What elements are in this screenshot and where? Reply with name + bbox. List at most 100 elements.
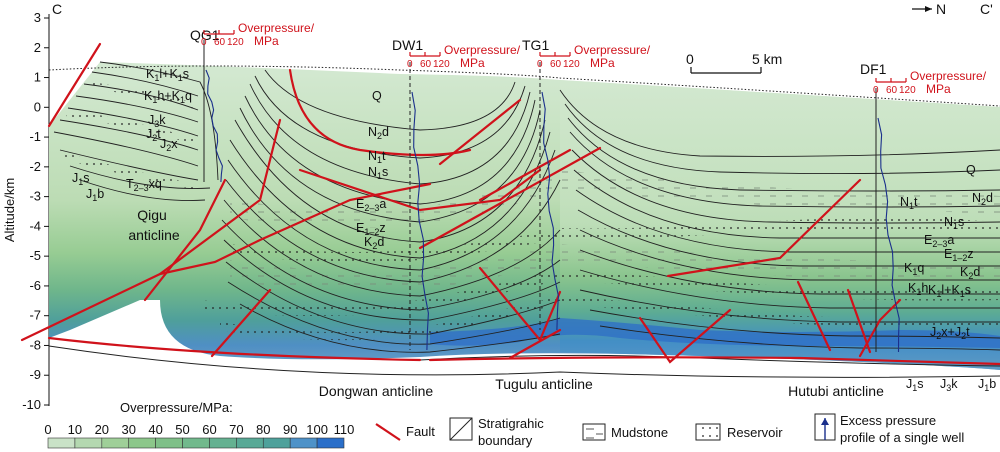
stratum-label: E2–3a	[924, 233, 954, 249]
right-strata	[559, 89, 1000, 351]
reservoir-band-1	[230, 218, 1000, 262]
stratum-label: N2d	[368, 125, 389, 141]
well-scale-tick: 120	[563, 59, 580, 70]
stratum-label: J2t	[146, 127, 161, 143]
stratum-label: J3k	[148, 113, 166, 129]
y-tick-label: 2	[34, 40, 41, 55]
color-swatch	[128, 437, 156, 449]
stratum-label: T2–3xq	[126, 177, 162, 193]
stratum-label: J1s	[906, 377, 924, 393]
color-swatch	[316, 437, 345, 449]
color-swatch	[289, 437, 318, 449]
well-unit: Overpressure/	[238, 21, 315, 35]
well-scale-tick: 120	[433, 59, 450, 70]
well-unit: Overpressure/	[910, 69, 987, 83]
stratum-label: K2d	[364, 235, 384, 251]
dongwan-anticline-label: Dongwan anticline	[319, 383, 434, 399]
legend-tick-label: 90	[283, 422, 297, 437]
stratum-label: E2–3a	[356, 197, 386, 213]
stratum-label: K1l+K1s	[146, 67, 189, 83]
stratum-label: N1t	[368, 149, 386, 165]
well-name: TG1	[522, 37, 549, 53]
well-scale-tick: 120	[899, 85, 916, 96]
y-tick-label: -9	[29, 367, 41, 382]
north-arrow-label: N	[936, 1, 946, 17]
stratum-label: Q	[966, 163, 976, 177]
scale-bar: 0 5 km	[686, 51, 782, 74]
well-unit-mpa: MPa	[926, 82, 951, 96]
tugulu-anticline-label: Tugulu anticline	[495, 376, 593, 392]
stratum-label: N2d	[972, 191, 993, 207]
well-name: DF1	[860, 61, 887, 77]
legend-reservoir: Reservoir	[695, 423, 783, 441]
y-tick-label: -6	[29, 278, 41, 293]
stratum-label: J1s	[72, 171, 90, 187]
geologic-section	[48, 61, 1000, 378]
well-unit-mpa: MPa	[460, 56, 485, 70]
reservoir-band-2	[200, 270, 1000, 316]
altitude-axis-title: Altitude/km	[2, 178, 17, 242]
legend-tick-label: 0	[44, 422, 51, 437]
y-tick-label: -4	[29, 218, 41, 233]
y-tick-label: -3	[29, 189, 41, 204]
color-swatch	[101, 437, 130, 449]
y-tick-label: -7	[29, 308, 41, 323]
scale-five-km: 5 km	[752, 51, 782, 67]
y-tick-label: -8	[29, 337, 41, 352]
color-swatch	[262, 437, 291, 449]
basement-lower	[48, 345, 1000, 378]
stratum-label: K1h+K1q	[144, 89, 192, 105]
well-unit-mpa: MPa	[254, 34, 279, 48]
legend-boundary-label: Stratigrahic boundary	[478, 416, 547, 448]
legend-profile: Excess pressure profile of a single well	[814, 413, 964, 445]
reservoir-band-3	[220, 296, 1000, 341]
well-tg1: TG1 0 60 120 Overpressure/MPa	[522, 37, 651, 331]
qigu-strata	[53, 61, 219, 202]
well-df1: DF1 0 60 120 Overpressure/MPa	[860, 61, 987, 353]
overpressure-color-scale	[47, 437, 345, 449]
legend: Overpressure/MPa: 0 10 20 30 40 50 60 70 80 90 100…	[44, 400, 964, 449]
well-scale-tick: 120	[227, 37, 244, 48]
well-name: QG1	[190, 27, 220, 43]
color-swatch	[47, 437, 76, 449]
color-swatch	[209, 437, 237, 449]
legend-tick-label: 50	[175, 422, 189, 437]
stratum-label: K1q	[904, 261, 924, 277]
north-arrow: N	[912, 1, 946, 17]
legend-tick-label: 100	[306, 422, 328, 437]
legend-profile-label: Excess pressure profile of a single well	[840, 413, 964, 445]
well-scale-tick: 60	[886, 85, 898, 96]
corner-left-label: C	[52, 1, 62, 17]
faults	[20, 42, 1000, 366]
y-tick-label: -1	[29, 129, 41, 144]
stratum-label: N1s	[944, 215, 964, 231]
legend-mudstone-label: Mudstone	[611, 425, 668, 440]
legend-tick-label: 40	[148, 422, 162, 437]
stratum-label: J1b	[978, 377, 996, 393]
altitude-axis: 3 2 1 0 -1 -2 -3 -4 -5 -6 -7 -8 -9 -10 Altitude/km	[2, 10, 50, 412]
legend-tick-label: 30	[121, 422, 135, 437]
legend-tick-label: 60	[202, 422, 216, 437]
color-swatch	[155, 437, 183, 449]
stratum-label: K1l+K1s	[928, 283, 971, 299]
y-tick-label: -2	[29, 159, 41, 174]
color-swatch	[74, 437, 103, 449]
mudstone-band-1	[230, 170, 1000, 228]
well-unit: Overpressure/	[574, 43, 651, 57]
well-scale-tick: 60	[420, 59, 432, 70]
strata-labels: K1l+K1sK1h+K1qJ3kJ2tJ2xJ1sJ1bT2–3xqQN2dN…	[72, 67, 996, 393]
y-tick-label: -5	[29, 248, 41, 263]
legend-tick-label: 20	[95, 422, 109, 437]
stratum-label: Q	[372, 89, 382, 103]
qigu-reservoirs	[62, 82, 198, 190]
legend-tick-label: 110	[334, 422, 355, 437]
color-swatch	[182, 437, 210, 449]
stratum-label: E1–2z	[944, 247, 974, 263]
structure-labels: Qigu anticline Dongwan anticline Tugulu …	[128, 207, 884, 399]
stratum-label: N1t	[900, 195, 918, 211]
central-strata	[221, 69, 561, 353]
legend-tick-label: 10	[68, 422, 82, 437]
color-swatch	[236, 437, 264, 449]
